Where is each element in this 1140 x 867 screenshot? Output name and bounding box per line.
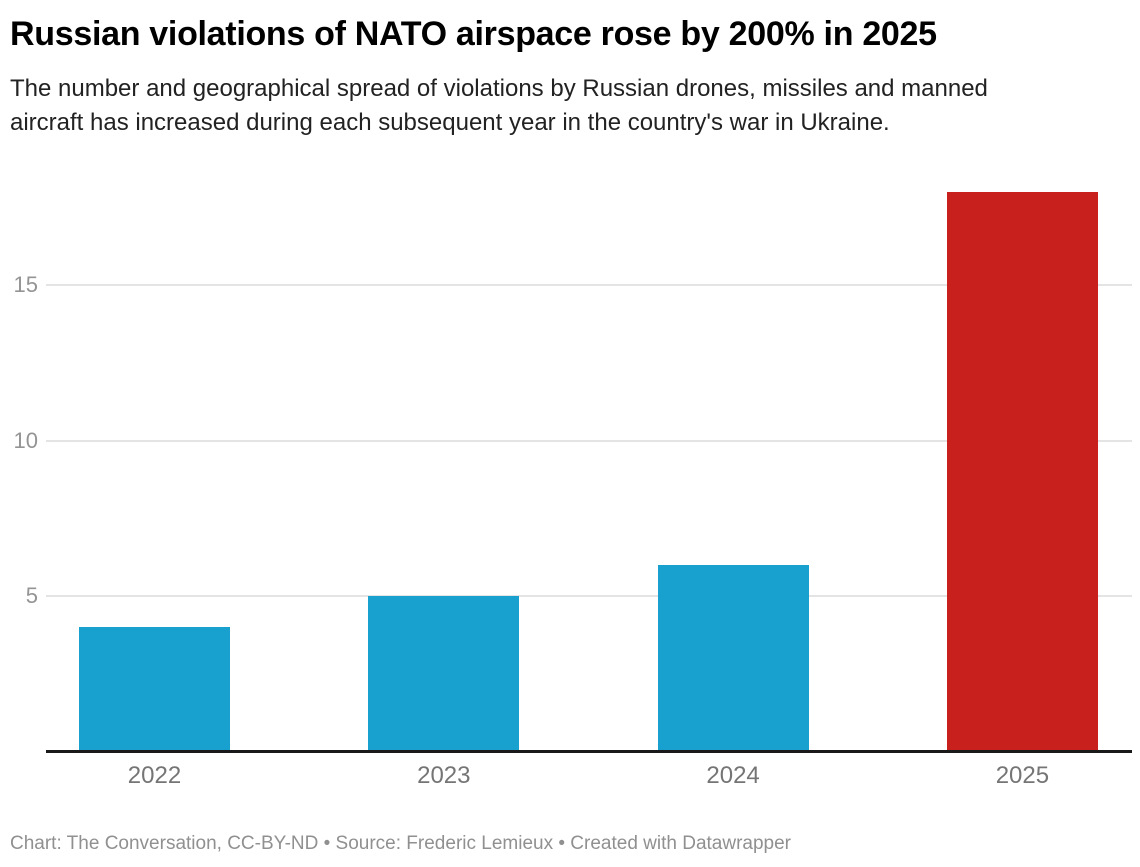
y-axis-tick-label-10: 10: [13, 427, 38, 453]
bar-2023[interactable]: [368, 596, 520, 752]
y-axis-tick-label-5: 5: [25, 583, 38, 609]
y-axis-tick-label-15: 15: [13, 272, 38, 298]
x-axis-tick-label-2022: 2022: [127, 762, 182, 789]
chart-subtitle: The number and geographical spread of vi…: [10, 72, 1132, 140]
chart-subtitle-line-2: aircraft has increased during each subse…: [10, 109, 890, 136]
bar-2022[interactable]: [79, 627, 230, 752]
chart-footer-credit: Chart: The Conversation, CC-BY-ND • Sour…: [10, 833, 792, 854]
chart-title: Russian violations of NATO airspace rose…: [10, 15, 937, 53]
chart-subtitle-line-1: The number and geographical spread of vi…: [10, 75, 988, 102]
bar-2024[interactable]: [657, 565, 809, 752]
x-axis-tick-label-2023: 2023: [417, 762, 471, 789]
x-axis-tick-label-2024: 2024: [706, 762, 760, 789]
bar-2025[interactable]: [946, 192, 1098, 752]
x-axis-tick-label-2025: 2025: [995, 762, 1050, 789]
